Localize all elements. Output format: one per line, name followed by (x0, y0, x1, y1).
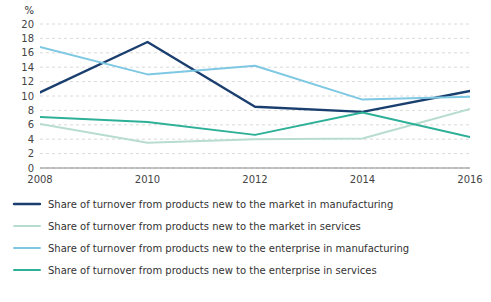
y-tick-label: 2 (28, 148, 34, 159)
legend: Share of turnover from products new to t… (14, 199, 409, 276)
grid-line (40, 168, 470, 169)
legend-swatch (14, 225, 40, 227)
grid-line (40, 124, 470, 125)
y-tick-label: 10 (21, 91, 34, 102)
legend-swatch (14, 269, 40, 271)
y-tick-label: 0 (28, 163, 34, 174)
x-axis-line (40, 168, 470, 169)
x-tick-label: 2008 (27, 174, 52, 185)
grid-line (40, 81, 470, 82)
series-line (40, 113, 470, 137)
x-tick-label: 2012 (242, 174, 267, 185)
grid-line (40, 52, 470, 53)
legend-label: Share of turnover from products new to t… (48, 199, 393, 210)
y-tick-label: 20 (21, 19, 34, 30)
series-line (40, 109, 470, 143)
y-tick-label: 16 (21, 47, 34, 58)
y-tick-label: 6 (28, 119, 34, 130)
y-tick-label: 12 (21, 76, 34, 87)
legend-label: Share of turnover from products new to t… (48, 265, 377, 276)
series-line (40, 47, 470, 100)
legend-swatch (14, 203, 40, 205)
grid-line (40, 96, 470, 97)
y-tick-label: 18 (21, 33, 34, 44)
grid-line (40, 38, 470, 39)
x-tick-label: 2016 (457, 174, 482, 185)
legend-swatch (14, 247, 40, 249)
y-axis-label: % (24, 5, 34, 16)
x-tick-label: 2014 (350, 174, 375, 185)
y-tick-label: 4 (28, 134, 34, 145)
grid-line (40, 153, 470, 154)
chart: 0 2 4 6 8 10 12 14 16 18 20% 2008 2010 2012 2014 2016 Sh… (0, 0, 491, 302)
legend-label: Share of turnover from products new to t… (48, 221, 361, 232)
grid-line (40, 24, 470, 25)
grid-line (40, 67, 470, 68)
series-line (40, 42, 470, 112)
x-tick-label: 2010 (135, 174, 160, 185)
series-group (40, 42, 470, 143)
y-tick-label: 14 (21, 62, 34, 73)
y-tick-label: 8 (28, 105, 34, 116)
legend-label: Share of turnover from products new to t… (48, 243, 409, 254)
grid-line (40, 110, 470, 111)
